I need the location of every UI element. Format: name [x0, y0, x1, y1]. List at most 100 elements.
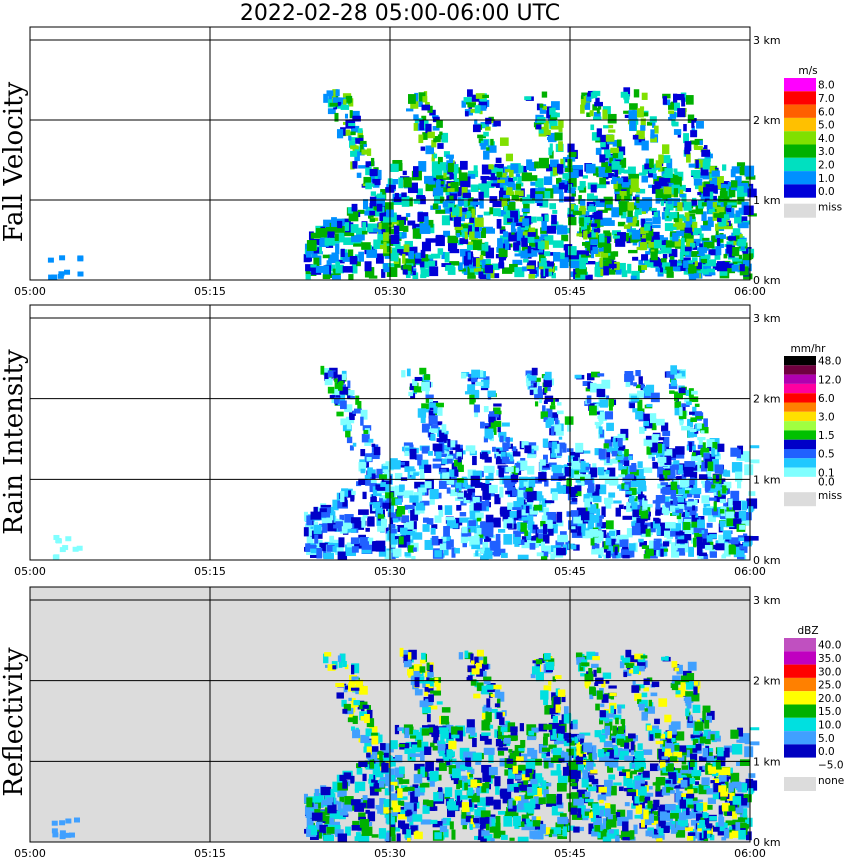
echo-cell [580, 104, 585, 114]
echo-cell [709, 497, 717, 501]
echo-cell [417, 408, 427, 418]
echo-cell [479, 823, 486, 829]
echo-cell [395, 498, 402, 505]
echo-cell [306, 817, 314, 828]
echo-cell [534, 161, 539, 169]
echo-cell [586, 247, 592, 254]
echo-cell [683, 769, 693, 780]
echo-cell [668, 110, 675, 114]
echo-cell [466, 772, 471, 781]
echo-cell [335, 89, 340, 97]
echo-field [52, 365, 760, 560]
echo-cell [724, 747, 730, 758]
echo-cell [583, 477, 593, 485]
echo-cell [439, 181, 445, 185]
echo-cell [406, 541, 411, 549]
echo-cell [461, 775, 468, 780]
echo-cell [700, 449, 704, 458]
echo-cell [539, 777, 544, 785]
echo-cell [569, 746, 580, 755]
echo-cell [306, 535, 314, 546]
echo-cell [378, 222, 382, 230]
echo-cell [657, 271, 664, 277]
y-axis-label: Fall Velocity [0, 81, 29, 242]
echo-cell [640, 227, 649, 235]
echo-cell [562, 484, 572, 494]
echo-cell [421, 104, 431, 111]
legend-label: 0.0 [818, 186, 835, 198]
echo-cell [697, 191, 702, 196]
echo-cell [577, 186, 584, 191]
echo-cell [699, 530, 705, 534]
echo-cell [556, 782, 567, 792]
echo-cell [445, 154, 454, 159]
echo-cell [718, 218, 727, 227]
echo-cell [321, 518, 333, 524]
echo-cell [389, 536, 394, 542]
echo-cell [595, 423, 602, 429]
echo-cell [678, 387, 686, 394]
echo-cell [501, 466, 510, 474]
echo-cell [394, 785, 399, 791]
echo-cell [556, 811, 564, 816]
echo-cell [429, 727, 434, 733]
echo-cell [507, 502, 513, 510]
echo-cell [383, 799, 392, 808]
echo-cell [663, 548, 669, 552]
echo-cell [480, 227, 486, 239]
echo-cell [403, 244, 410, 253]
echo-cell [649, 540, 657, 549]
echo-cell [606, 535, 611, 540]
echo-cell [483, 211, 491, 216]
echo-cell [470, 475, 480, 487]
echo-cell [315, 821, 323, 830]
echo-cell [668, 176, 679, 185]
echo-cell [329, 394, 336, 399]
echo-cell [437, 143, 444, 149]
echo-cell [418, 741, 429, 752]
echo-cell [707, 453, 716, 465]
echo-cell [639, 781, 648, 790]
echo-cell [389, 740, 398, 750]
echo-cell [739, 810, 745, 821]
echo-cell [552, 441, 558, 449]
echo-cell [626, 474, 635, 480]
echo-cell [490, 422, 496, 431]
echo-cell [594, 535, 602, 544]
echo-cell [634, 139, 642, 146]
legend-label: 4.0 [818, 133, 835, 145]
echo-cell [461, 802, 470, 813]
echo-cell [350, 518, 357, 529]
echo-cell [693, 238, 701, 247]
echo-cell [521, 497, 530, 501]
echo-cell [674, 373, 682, 378]
echo-cell [559, 423, 564, 432]
echo-cell [643, 420, 650, 427]
echo-cell [392, 252, 399, 258]
legend-label: 48.0 [818, 356, 841, 368]
echo-cell [726, 516, 736, 527]
echo-cell [481, 482, 492, 491]
echo-cell [701, 426, 709, 434]
echo-cell [585, 163, 596, 174]
echo-cell [346, 422, 352, 430]
echo-cell [617, 766, 625, 771]
echo-cell [657, 466, 664, 478]
echo-cell [347, 207, 353, 214]
echo-cell [498, 467, 504, 478]
echo-cell [692, 537, 697, 548]
echo-cell [510, 474, 519, 483]
echo-cell [641, 264, 648, 271]
echo-cell [610, 179, 617, 184]
echo-cell [324, 237, 336, 246]
echo-cell [630, 178, 639, 189]
echo-cell [670, 490, 677, 499]
echo-cell [695, 811, 704, 821]
echo-cell [554, 132, 563, 141]
echo-cell [739, 264, 745, 272]
echo-cell [594, 383, 602, 390]
echo-cell [438, 762, 447, 771]
echo-cell [327, 803, 337, 814]
echo-cell [351, 663, 360, 674]
echo-cell [744, 793, 752, 803]
